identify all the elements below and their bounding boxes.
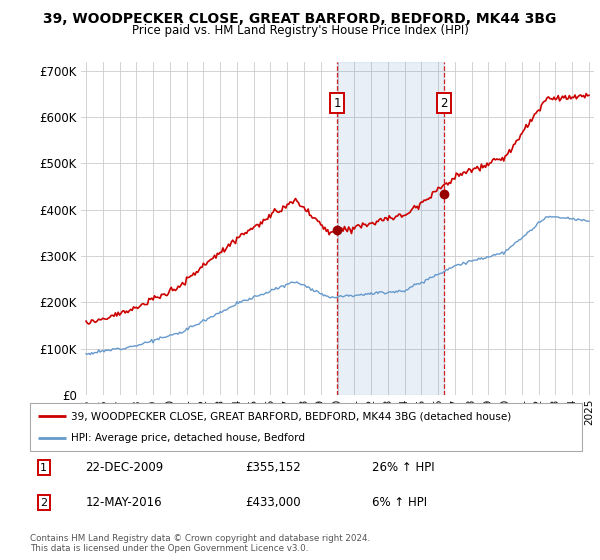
FancyBboxPatch shape	[30, 403, 582, 451]
Text: Contains HM Land Registry data © Crown copyright and database right 2024.
This d: Contains HM Land Registry data © Crown c…	[30, 534, 370, 553]
Bar	[337, 62, 444, 395]
Text: 22-DEC-2009: 22-DEC-2009	[85, 461, 163, 474]
Text: 1: 1	[333, 97, 341, 110]
Text: HPI: Average price, detached house, Bedford: HPI: Average price, detached house, Bedf…	[71, 433, 305, 443]
Text: 1: 1	[40, 463, 47, 473]
Text: 2: 2	[440, 97, 448, 110]
Text: 39, WOODPECKER CLOSE, GREAT BARFORD, BEDFORD, MK44 3BG (detached house): 39, WOODPECKER CLOSE, GREAT BARFORD, BED…	[71, 411, 512, 421]
Text: £433,000: £433,000	[245, 496, 301, 509]
Text: 26% ↑ HPI: 26% ↑ HPI	[372, 461, 435, 474]
Text: Price paid vs. HM Land Registry's House Price Index (HPI): Price paid vs. HM Land Registry's House …	[131, 24, 469, 37]
Text: 12-MAY-2016: 12-MAY-2016	[85, 496, 162, 509]
Text: 2: 2	[40, 498, 47, 507]
Text: 39, WOODPECKER CLOSE, GREAT BARFORD, BEDFORD, MK44 3BG: 39, WOODPECKER CLOSE, GREAT BARFORD, BED…	[43, 12, 557, 26]
Text: 6% ↑ HPI: 6% ↑ HPI	[372, 496, 427, 509]
Text: £355,152: £355,152	[245, 461, 301, 474]
